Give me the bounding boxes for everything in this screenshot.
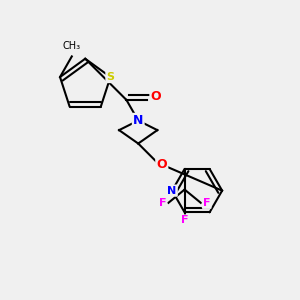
Text: CH₃: CH₃ — [63, 40, 81, 50]
Text: N: N — [133, 114, 143, 127]
Text: F: F — [159, 198, 166, 208]
Text: O: O — [157, 158, 167, 171]
Text: O: O — [151, 91, 161, 103]
Text: F: F — [181, 215, 188, 226]
Text: N: N — [167, 186, 177, 196]
Text: F: F — [203, 198, 210, 208]
Text: S: S — [106, 72, 114, 82]
